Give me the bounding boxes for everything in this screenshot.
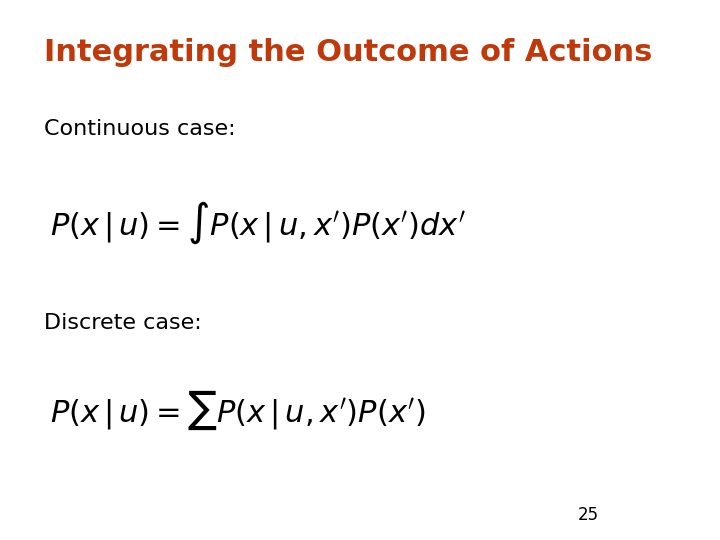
Text: 25: 25 [578, 506, 599, 524]
Text: Continuous case:: Continuous case: [44, 119, 235, 139]
Text: Discrete case:: Discrete case: [44, 313, 202, 333]
Text: $P(x\,|\,u) = \int P(x\,|\,u, x')P(x')dx'$: $P(x\,|\,u) = \int P(x\,|\,u, x')P(x')dx… [50, 200, 467, 246]
Text: Integrating the Outcome of Actions: Integrating the Outcome of Actions [44, 38, 652, 67]
Text: $P(x\,|\,u) = \sum P(x\,|\,u, x')P(x')$: $P(x\,|\,u) = \sum P(x\,|\,u, x')P(x')$ [50, 389, 426, 432]
